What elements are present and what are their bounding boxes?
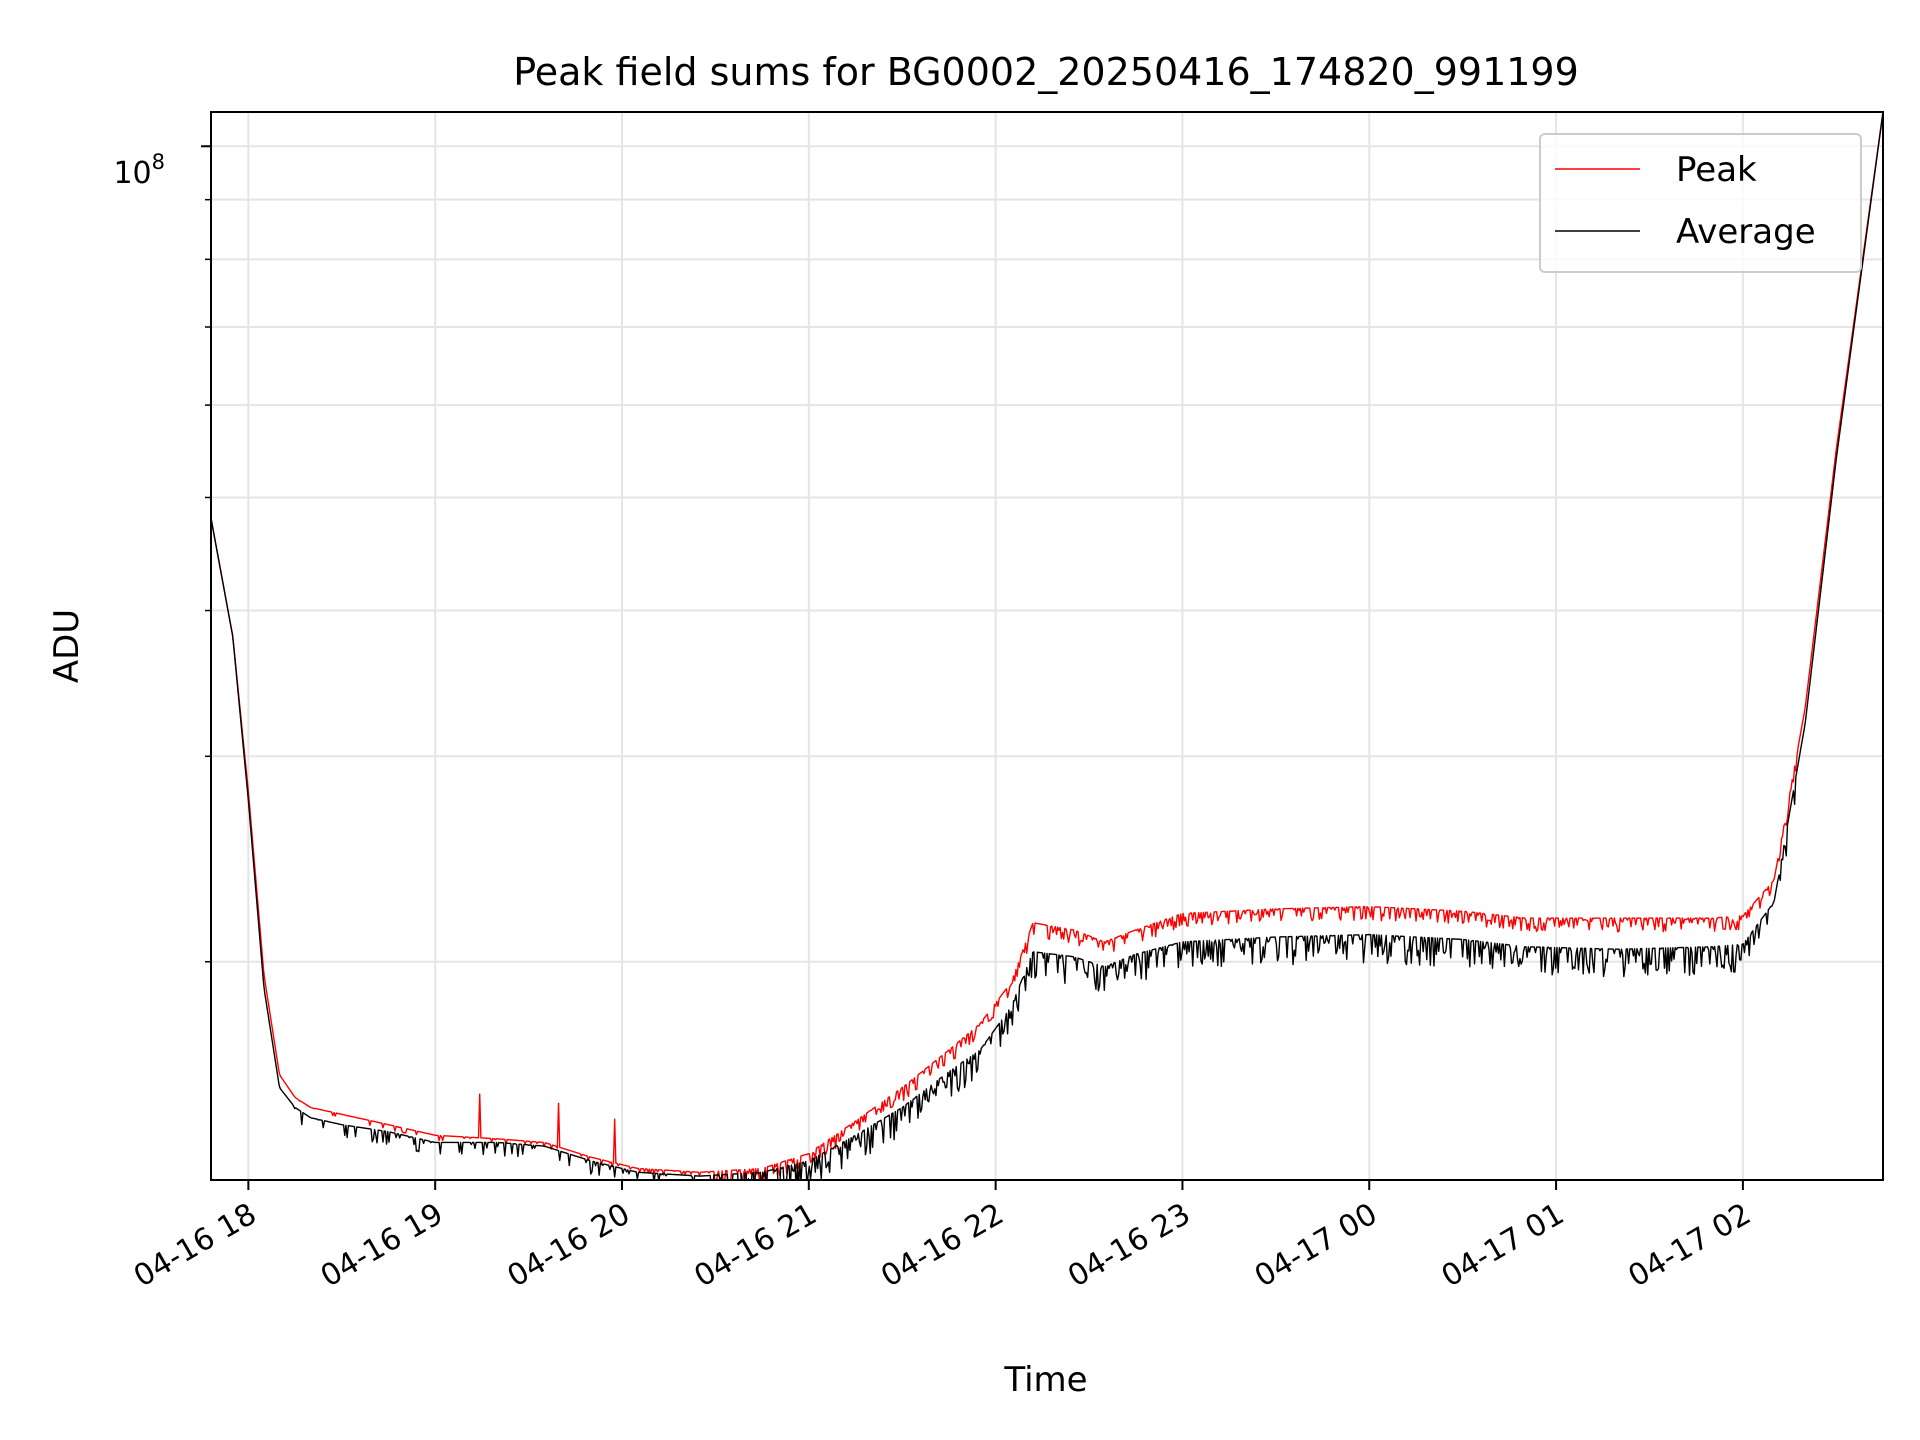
x-axis-label: Time: [1003, 1360, 1087, 1400]
y-tick-base: 10: [113, 156, 151, 191]
plot-area-frame: [210, 111, 1884, 1181]
y-axis-ticks: [201, 145, 211, 963]
legend-label-average: Average: [1676, 212, 1816, 252]
chart-title: Peak field sums for BG0002_20250416_1748…: [513, 50, 1579, 94]
legend: Peak Average: [1539, 133, 1862, 273]
series-line-peak: [211, 112, 1883, 1180]
y-tick-exponent: 8: [152, 150, 165, 174]
series-line-average: [211, 112, 1883, 1180]
y-tick-label-1e8: 108: [113, 150, 165, 191]
y-axis-label: ADU: [47, 609, 87, 683]
legend-label-peak: Peak: [1676, 150, 1757, 190]
series-lines: [211, 112, 1883, 1180]
